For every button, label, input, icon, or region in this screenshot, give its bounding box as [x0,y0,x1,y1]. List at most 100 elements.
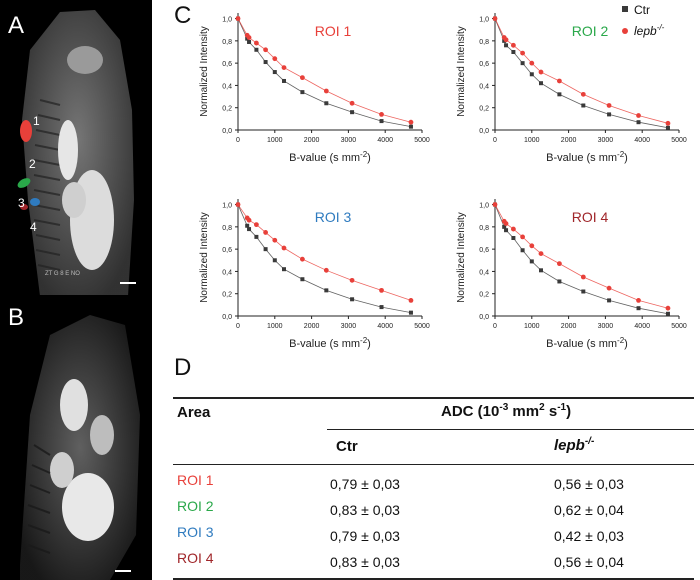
data-point-lepb [606,285,612,291]
data-point-lepb [254,222,259,228]
data-point-lepb [511,42,516,48]
y-axis-label: Normalized Intensity [456,212,467,303]
y-tick-label: 1,0 [222,203,232,210]
y-axis-label: Normalized Intensity [199,212,210,303]
data-point-lepb [323,88,329,94]
table-row: ROI 2 0,83 ± 0,03 0,62 ± 0,04 [0,498,700,518]
y-tick-label: 0,2 [479,106,489,113]
table-cell-ctr: 0,83 ± 0,03 [330,554,400,570]
data-point-lepb [529,60,535,66]
data-point-ctr [263,60,268,65]
data-point-lepb [379,112,384,117]
y-tick-label: 1,0 [479,17,489,24]
table-sub-rule [327,429,694,430]
data-point-ctr [665,311,670,316]
x-tick-label: 2000 [304,323,320,330]
data-point-lepb [580,274,586,280]
data-point-lepb [272,56,278,62]
x-tick-label: 3000 [598,323,614,330]
data-point-lepb [246,217,252,223]
data-point-ctr [607,298,612,303]
data-point-ctr [511,50,516,54]
data-point-ctr [324,101,329,106]
y-tick-label: 0,2 [222,106,232,113]
data-point-ctr [254,234,259,239]
data-point-lepb [349,100,355,106]
x-tick-label: 2000 [561,323,577,330]
data-point-ctr [272,258,277,263]
mri-overlay-text: ZT G 8 E NO [45,271,80,277]
y-tick-label: 0,6 [479,247,489,254]
y-tick-label: 0,6 [222,61,232,68]
table-header-rule [173,464,694,465]
roi-1-marker-shape [20,120,32,142]
x-tick-label: 4000 [377,137,393,144]
table-cell-ctr: 0,83 ± 0,03 [330,502,400,518]
data-point-lepb [529,243,535,249]
roi-3-number: 3 [18,196,25,210]
y-tick-label: 0,0 [479,314,489,321]
chart-title: ROI 2 [572,23,609,39]
chart-roi-3: 0,0 0,2 0,4 0,6 0,8 1,0 0 1000 2000 3000 4000 5000 B… [199,199,430,350]
data-point-lepb [580,91,586,97]
roi-4-marker-shape [20,204,28,210]
table-cell-area: ROI 3 [177,524,214,540]
data-point-lepb [300,256,305,262]
data-point-lepb [323,267,329,273]
table-cell-ctr: 0,79 ± 0,03 [330,476,400,492]
table-row: ROI 4 0,83 ± 0,03 0,56 ± 0,04 [0,550,700,570]
x-tick-label: 0 [236,323,240,330]
data-point-ctr [529,72,534,77]
table-col-ctr: Ctr [336,438,358,455]
data-point-ctr [379,119,384,124]
data-point-ctr [263,247,268,252]
chart-roi-1: 0,0 0,2 0,4 0,6 0,8 1,0 0 1000 2000 3000 4000 5000 B… [199,13,430,164]
data-point-lepb [408,298,414,303]
data-point-lepb [636,298,641,303]
data-point-lepb [538,69,544,75]
data-point-lepb [665,305,671,311]
data-point-ctr [539,81,543,86]
mri-image-b [0,295,152,580]
roi-2-number: 2 [29,157,36,171]
table-cell-area: ROI 4 [177,550,214,566]
data-point-lepb [349,277,355,283]
table-header-adc: ADC (10-3 mm2 s-1) [441,402,572,420]
chart-title: ROI 3 [315,209,352,225]
data-point-ctr [502,224,507,229]
data-point-ctr [350,297,355,302]
data-point-ctr [282,267,286,272]
data-point-ctr [245,223,250,228]
roi-1-number: 1 [33,114,40,128]
data-point-lepb [254,40,259,46]
data-point-lepb [511,226,516,232]
data-point-ctr [520,61,525,66]
y-tick-label: 0,2 [479,292,489,299]
mri-image-b-drawing [20,315,140,580]
table-cell-area: ROI 2 [177,498,214,514]
data-point-ctr [324,288,329,293]
panel-label-c: C [174,2,192,29]
data-point-lepb [557,78,562,84]
data-point-ctr [557,92,562,97]
x-tick-label: 3000 [341,323,357,330]
x-axis-label: B-value (s mm-2) [289,336,371,350]
data-point-lepb [281,245,287,251]
x-tick-label: 3000 [598,137,614,144]
x-tick-label: 1000 [267,137,283,144]
panel-label-a: A [8,12,25,39]
table-row: ROI 3 0,79 ± 0,03 0,42 ± 0,03 [0,524,700,544]
data-point-lepb [665,120,671,126]
x-tick-label: 0 [493,323,497,330]
x-tick-label: 2000 [561,137,577,144]
scale-bar-b [115,570,131,572]
data-point-lepb [606,103,612,108]
roi-3-marker-shape [30,198,40,206]
chart-title: ROI 1 [315,23,352,39]
table-bottom-rule [173,578,694,580]
table-cell-area: ROI 1 [177,472,214,488]
data-point-lepb [379,287,384,293]
data-point-lepb [503,221,509,226]
data-point-lepb [492,16,498,21]
y-tick-label: 0,4 [479,83,489,90]
